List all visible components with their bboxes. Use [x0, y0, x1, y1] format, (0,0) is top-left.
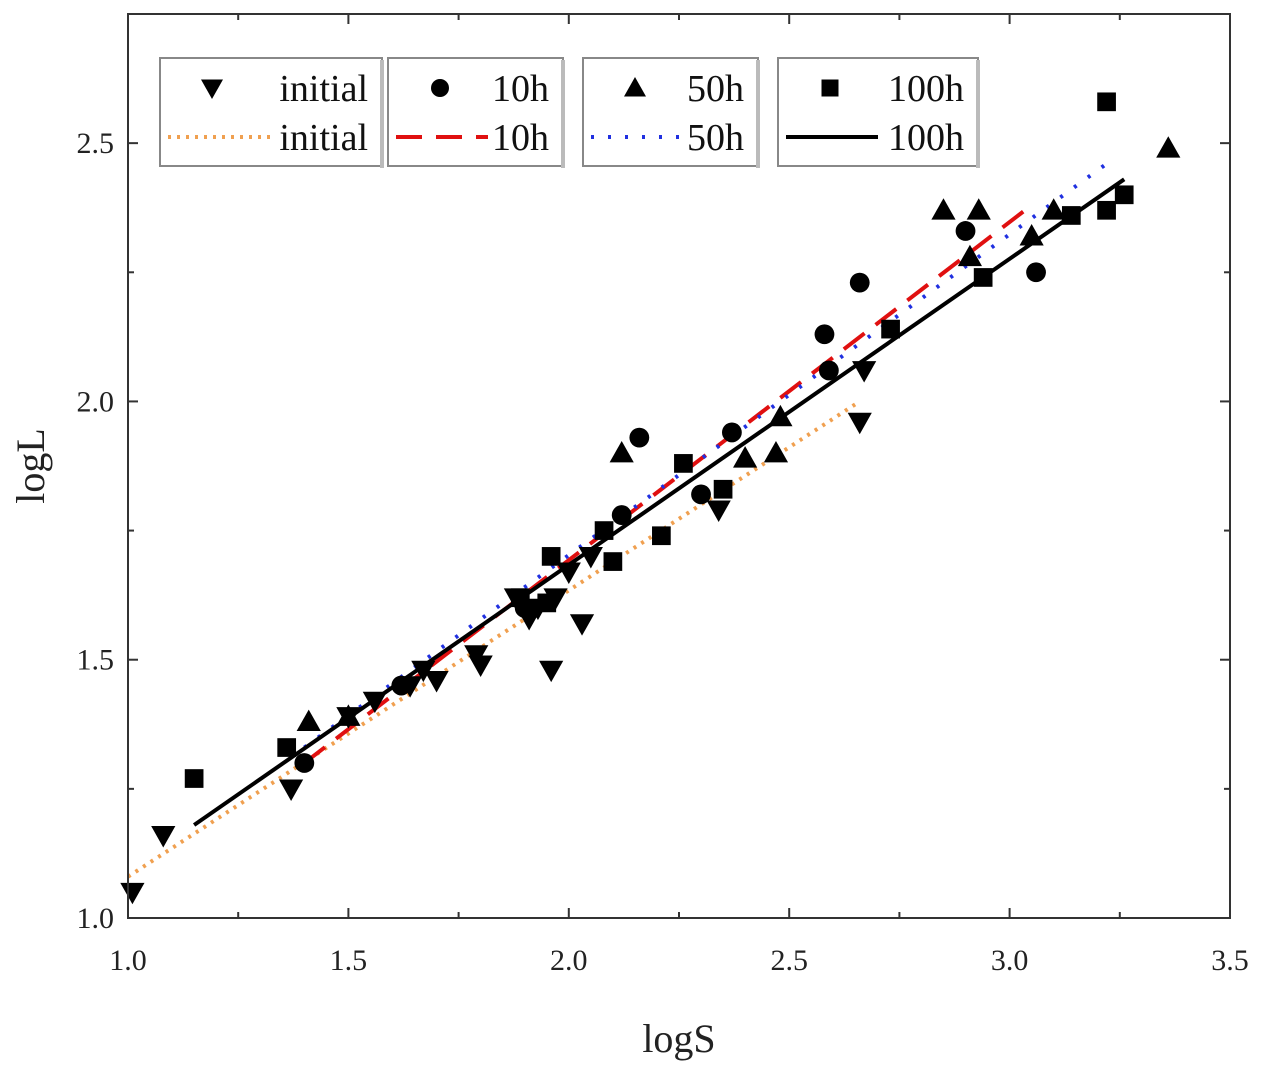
legend-shadow: [380, 60, 384, 168]
y-tick-label: 2.5: [77, 127, 115, 160]
point-50h: [768, 404, 793, 427]
point-initial: [468, 655, 493, 677]
point-initial: [578, 547, 603, 569]
plot-frame: [127, 13, 1231, 919]
legend-marker-10h: [431, 79, 449, 97]
point-100h: [1097, 92, 1116, 112]
x-tick-label: 3.5: [1211, 944, 1249, 977]
point-100h: [603, 552, 623, 571]
x-tick-label: 2.5: [770, 944, 808, 977]
legend-label-50h: 50h: [687, 68, 744, 110]
point-50h: [1156, 136, 1181, 158]
x-tick-label: 2.0: [550, 944, 588, 977]
point-50h: [336, 704, 361, 726]
point-initial: [556, 562, 581, 584]
point-100h: [1097, 200, 1116, 220]
legend-marker-50h: [624, 77, 646, 97]
point-10h: [955, 221, 976, 241]
legend-fit-label-100h: 100h: [888, 117, 964, 159]
point-100h: [184, 769, 204, 788]
point-initial: [569, 614, 595, 636]
point-100h: [1061, 206, 1081, 225]
point-10h: [721, 422, 742, 443]
point-initial: [539, 660, 564, 683]
point-100h: [510, 588, 530, 608]
point-100h: [713, 479, 733, 499]
data-points: [120, 92, 1181, 905]
point-10h: [611, 505, 632, 525]
fit-line-10h: [303, 203, 1033, 765]
point-initial: [151, 825, 176, 848]
legend-marker-100h: [821, 79, 839, 97]
point-100h: [652, 526, 671, 546]
point-100h: [1114, 185, 1134, 205]
x-tick-label: 3.0: [991, 944, 1029, 977]
legend-fit-label-10h: 10h: [492, 117, 549, 159]
point-10h: [814, 324, 835, 345]
legend-box: [387, 57, 564, 167]
y-axis-title: logL: [8, 428, 53, 504]
point-initial: [847, 412, 872, 435]
legend-box: [582, 57, 759, 167]
y-tick-label: 2.0: [77, 385, 115, 418]
legend-fit-label-50h: 50h: [687, 117, 744, 159]
point-50h: [733, 446, 758, 468]
point-50h: [763, 440, 789, 463]
y-tick-label: 1.5: [77, 644, 115, 677]
point-initial: [278, 779, 304, 801]
point-100h: [277, 738, 297, 757]
point-10h: [1026, 262, 1046, 283]
point-50h: [609, 440, 634, 463]
x-tick-label: 1.5: [330, 944, 368, 977]
legend-group-initial: initial initial: [159, 57, 384, 168]
point-100h: [674, 454, 693, 473]
point-50h: [1019, 224, 1044, 246]
legend-label-initial: initial: [279, 68, 368, 110]
fit-line-initial: [126, 399, 861, 879]
point-10h: [691, 484, 711, 505]
point-50h: [1041, 198, 1066, 220]
point-10h: [818, 360, 839, 381]
point-10h: [391, 675, 412, 696]
point-50h: [966, 198, 991, 220]
legend-shadow: [756, 60, 760, 168]
legend-label-10h: 10h: [492, 68, 549, 110]
x-tick-label: 1.0: [109, 944, 147, 977]
x-axis-title: logS: [642, 1016, 715, 1061]
point-100h: [541, 547, 561, 566]
point-50h: [296, 709, 321, 732]
point-100h: [973, 268, 993, 287]
point-10h: [629, 427, 650, 448]
legend-shadow: [976, 60, 980, 168]
point-100h: [881, 319, 900, 339]
point-initial: [424, 671, 449, 693]
point-100h: [594, 521, 614, 540]
tick-labels: 1.0 1.5 2.0 2.5 3.0 3.5 1.0 1.5 2.0 2.5: [77, 127, 1249, 977]
point-initial: [852, 361, 877, 383]
y-tick-label: 1.0: [77, 902, 115, 935]
point-10h: [849, 272, 870, 293]
legend-marker-initial: [201, 79, 223, 99]
legend-box: [777, 57, 979, 167]
point-initial: [706, 500, 731, 523]
point-100h: [537, 593, 557, 613]
point-50h: [957, 244, 983, 267]
point-initial: [120, 882, 145, 905]
point-50h: [931, 198, 956, 220]
legend-label-100h: 100h: [888, 68, 964, 110]
point-10h: [294, 753, 315, 773]
legend-box: [159, 57, 383, 167]
point-initial: [411, 660, 436, 683]
point-initial: [362, 691, 387, 714]
legend-group-100h: 100h 100h: [777, 57, 980, 168]
legend-fit-label-initial: initial: [279, 117, 368, 159]
legend-shadow: [561, 60, 565, 168]
